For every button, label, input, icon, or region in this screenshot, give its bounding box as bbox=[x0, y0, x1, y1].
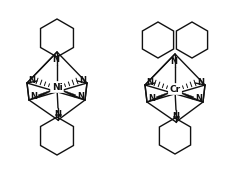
Text: Cr: Cr bbox=[169, 84, 181, 93]
Polygon shape bbox=[160, 118, 191, 154]
Text: N: N bbox=[173, 111, 179, 120]
Text: Ni: Ni bbox=[52, 82, 62, 91]
Text: N: N bbox=[53, 55, 59, 64]
Polygon shape bbox=[142, 22, 173, 58]
Polygon shape bbox=[38, 88, 57, 97]
Polygon shape bbox=[175, 90, 194, 99]
Text: N: N bbox=[55, 109, 61, 118]
Text: N: N bbox=[170, 57, 178, 66]
Polygon shape bbox=[57, 88, 76, 97]
Text: N: N bbox=[79, 75, 86, 84]
Polygon shape bbox=[41, 19, 73, 57]
Text: N: N bbox=[77, 91, 84, 100]
Text: N: N bbox=[195, 93, 202, 102]
Polygon shape bbox=[41, 117, 73, 155]
Text: N: N bbox=[30, 91, 37, 100]
Text: N: N bbox=[28, 75, 35, 84]
Text: N: N bbox=[148, 93, 155, 102]
Polygon shape bbox=[176, 22, 208, 58]
Polygon shape bbox=[156, 90, 175, 99]
Text: N: N bbox=[197, 78, 204, 87]
Text: N: N bbox=[146, 78, 153, 87]
